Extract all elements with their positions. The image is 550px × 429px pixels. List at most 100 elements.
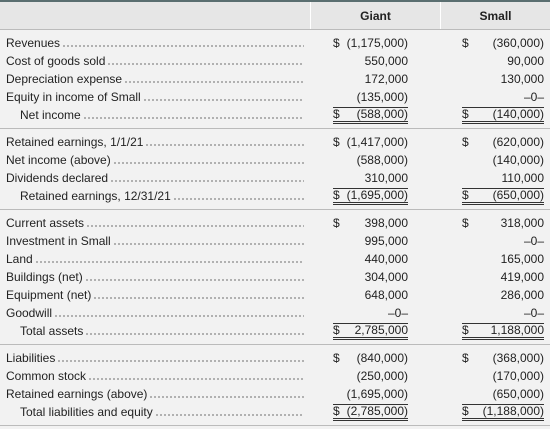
amount: (1,188,000) (482, 403, 544, 418)
label-text: Depreciation expense (6, 72, 123, 86)
dot-leader (112, 161, 304, 165)
amount-cell: (170,000) (440, 367, 550, 385)
currency-sign: $ (333, 403, 340, 418)
dot-leader (54, 314, 304, 318)
amount: 419,000 (500, 269, 544, 284)
amount: 310,000 (364, 170, 408, 185)
amount: (135,000) (356, 89, 408, 104)
row: Current assets $398,000 $318,000 (0, 214, 550, 232)
row-label: Buildings (net) (0, 268, 310, 286)
amount: (1,695,000) (346, 187, 408, 202)
amount: 318,000 (500, 215, 544, 230)
row-label: Retained earnings (above) (0, 385, 310, 403)
amount-box: 419,000 (462, 270, 544, 285)
amount-cell: $318,000 (440, 214, 550, 232)
currency-sign: $ (333, 187, 340, 202)
amount-box: (170,000) (462, 369, 544, 384)
amount-cell: –0– (440, 232, 550, 250)
amount: 1,188,000 (490, 322, 544, 337)
amount-box: $398,000 (333, 216, 408, 231)
amount: 440,000 (364, 251, 408, 266)
amount: 110,000 (501, 170, 545, 185)
statement-body: Revenues $ (1,175,000) $ (360,000) Cost of go… (0, 30, 550, 426)
row-label: Goodwill (0, 304, 310, 322)
amount-cell: 90,000 (440, 52, 550, 70)
row-label: Current assets (0, 214, 310, 232)
row: Cost of goods sold 550,000 90,000 (0, 52, 550, 70)
amount: (250,000) (356, 368, 408, 383)
currency-sign: $ (462, 106, 469, 121)
row: Net income $ (588,000) $ (140,000) (0, 106, 550, 124)
amount-box: $318,000 (462, 216, 544, 231)
amount-cell: –0– (440, 88, 550, 106)
row: Equity in income of Small (135,000) –0– (0, 88, 550, 106)
amount: 304,000 (364, 269, 408, 284)
currency-sign: $ (333, 322, 340, 337)
amount-cell: 310,000 (310, 169, 440, 187)
amount: (170,000) (492, 368, 544, 383)
header-row: Giant Small (0, 0, 550, 30)
amount: –0– (523, 305, 544, 320)
amount-box: 995,000 (333, 234, 408, 249)
row-label: Liabilities (0, 349, 310, 367)
dot-leader (34, 260, 304, 264)
currency-sign: $ (333, 350, 340, 365)
row-label: Revenues (0, 34, 310, 52)
amount-cell: (1,695,000) (310, 385, 440, 403)
amount-cell: $ (1,175,000) (310, 34, 440, 52)
amount-cell: –0– (440, 304, 550, 322)
amount-box: 550,000 (333, 54, 408, 69)
amount-box: 165,000 (462, 252, 544, 267)
dot-leader (84, 278, 304, 282)
label-text: Revenues (6, 36, 61, 50)
amount-cell: $ (1,417,000) (310, 133, 440, 151)
row-label: Total assets (0, 322, 310, 340)
amount: 2,785,000 (354, 322, 408, 337)
row-label: Cost of goods sold (0, 52, 310, 70)
label-text: Dividends declared (6, 171, 109, 185)
amount-box: $ (1,695,000) (333, 187, 408, 205)
dot-leader (142, 98, 304, 102)
amount-cell: $398,000 (310, 214, 440, 232)
row: Liabilities $ (840,000) $ (368,000) (0, 349, 550, 367)
row: Retained earnings, 1/1/21 $ (1,417,000) $ (6… (0, 133, 550, 151)
label-text: Common stock (6, 369, 87, 383)
label-text: Equity in income of Small (6, 90, 141, 104)
amount: (620,000) (492, 134, 544, 149)
currency-sign: $ (462, 35, 469, 50)
amount: 398,000 (364, 215, 408, 230)
currency-sign: $ (333, 35, 340, 50)
amount-cell: 648,000 (310, 286, 440, 304)
label-text: Equipment (net) (6, 288, 92, 302)
amount-box: $ (650,000) (462, 187, 544, 205)
amount-box: 110,000 (462, 170, 545, 186)
row-label: Equity in income of Small (0, 88, 310, 106)
amount: (368,000) (492, 350, 544, 365)
amount-box: (250,000) (333, 369, 408, 384)
dot-leader (107, 62, 304, 66)
amount-cell: 130,000 (440, 70, 550, 88)
amount-cell: (250,000) (310, 367, 440, 385)
amount-cell: $ (2,785,000) (310, 403, 440, 421)
row-label: Dividends declared (0, 169, 310, 187)
amount: 286,000 (500, 287, 544, 302)
label-text: Retained earnings, 12/31/21 (20, 189, 171, 203)
section: Liabilities $ (840,000) $ (368,000) Common st… (0, 345, 550, 426)
amount-cell: 286,000 (440, 286, 550, 304)
amount-cell: $ (368,000) (440, 349, 550, 367)
label-text: Net income (above) (6, 153, 111, 167)
label-text: Total assets (20, 324, 84, 338)
amount: (840,000) (356, 350, 408, 365)
amount-cell: 419,000 (440, 268, 550, 286)
row: Depreciation expense 172,000 130,000 (0, 70, 550, 88)
label-text: Retained earnings (above) (6, 387, 148, 401)
amount: 165,000 (500, 251, 544, 266)
amount-box: $2,785,000 (333, 322, 408, 340)
header-spacer (0, 2, 310, 29)
amount: –0– (523, 233, 544, 248)
row-label: Retained earnings, 12/31/21 (0, 187, 310, 205)
row: Revenues $ (1,175,000) $ (360,000) (0, 34, 550, 52)
amount: (588,000) (356, 106, 408, 121)
amount-cell: 550,000 (310, 52, 440, 70)
amount: 995,000 (364, 233, 408, 248)
